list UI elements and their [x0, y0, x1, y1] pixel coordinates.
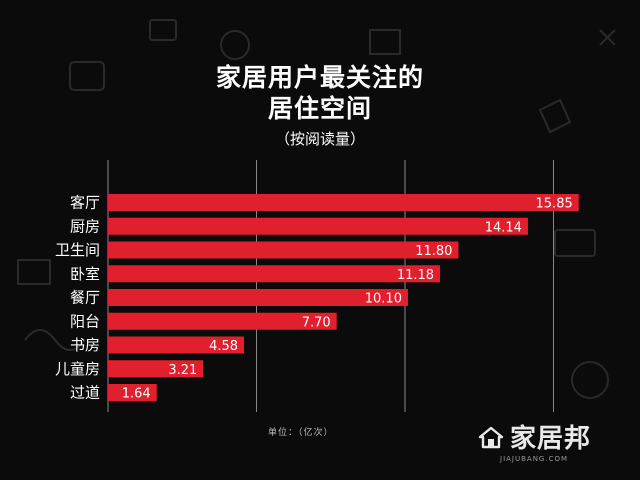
bar-3 — [108, 265, 441, 283]
value-labels: 15.85 14.14 11.80 11.18 10.10 7.70 4.58 3.21 1.6… — [122, 197, 573, 402]
clock-doodle-icon — [571, 361, 609, 399]
value-label: 11.18 — [397, 268, 434, 283]
category-label: 客厅 — [70, 194, 100, 212]
sofa-doodle-icon — [69, 61, 105, 91]
bar-0 — [108, 194, 579, 211]
brand-logo: 家居邦 — [478, 418, 591, 455]
plant-doodle-icon — [24, 329, 86, 351]
cabinet-doodle-icon — [17, 259, 51, 285]
cushion-doodle-icon — [538, 98, 572, 134]
value-label: 1.64 — [122, 387, 151, 402]
category-label: 卧室 — [70, 265, 100, 283]
tv-doodle-icon — [554, 229, 596, 257]
frame-doodle-icon — [369, 29, 401, 55]
brand-name: 家居邦 — [510, 424, 592, 454]
category-label: 卫生间 — [55, 241, 100, 259]
bar-4 — [108, 289, 408, 306]
lamp-doodle-icon — [220, 30, 250, 60]
category-label: 厨房 — [70, 217, 100, 235]
category-label: 儿童房 — [55, 360, 100, 378]
brand-url: JIAJUBANG.COM — [500, 455, 569, 463]
chart-title-block: 家居用户最关注的 居住空间 （按阅读量） — [0, 62, 640, 149]
bar-2 — [108, 241, 459, 259]
value-label: 3.21 — [168, 363, 197, 378]
box-doodle-icon — [149, 19, 177, 41]
chart-title-line1: 家居用户最关注的 — [215, 63, 424, 92]
value-label: 10.10 — [365, 292, 402, 307]
value-label: 14.14 — [485, 220, 522, 235]
value-label: 4.58 — [209, 339, 238, 354]
bars — [108, 194, 579, 401]
house-logo-icon — [478, 426, 504, 448]
value-label: 11.80 — [415, 244, 452, 259]
category-label: 餐厅 — [70, 289, 100, 307]
category-label: 过道 — [70, 384, 100, 402]
category-label: 书房 — [70, 336, 100, 354]
value-label: 7.70 — [302, 315, 331, 330]
bar-7 — [108, 360, 204, 378]
bar-8 — [108, 384, 157, 401]
bar-5 — [108, 312, 337, 330]
chart-title-line2: 居住空间 — [267, 94, 372, 123]
chart-subtitle: （按阅读量） — [274, 130, 365, 148]
unit-label: 单位：（亿次） — [268, 428, 334, 438]
bar-6 — [108, 336, 245, 354]
bar-1 — [108, 217, 528, 235]
value-label: 15.85 — [536, 197, 573, 212]
category-label: 阳台 — [70, 312, 100, 330]
cross-doodle-icon — [599, 29, 616, 46]
